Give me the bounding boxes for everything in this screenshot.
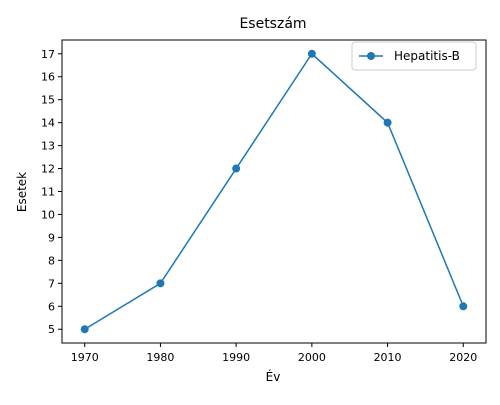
data-point — [156, 279, 165, 288]
plot-axes — [61, 39, 487, 344]
data-point — [80, 325, 89, 334]
y-tick-label: 9 — [48, 231, 55, 244]
y-tick-label: 15 — [41, 94, 55, 107]
y-axis-label: Esetek — [15, 172, 29, 212]
data-point — [307, 49, 316, 58]
x-tick-label: 1990 — [222, 351, 250, 364]
y-tick-label: 5 — [48, 323, 55, 336]
y-tick-label: 8 — [48, 254, 55, 267]
y-tick-label: 17 — [41, 48, 55, 61]
y-tick-label: 16 — [41, 71, 55, 84]
chart-title: Esetszám — [239, 16, 306, 32]
data-point — [459, 302, 468, 311]
legend-box — [351, 41, 477, 71]
data-point — [232, 164, 241, 173]
series-line — [84, 52, 464, 330]
y-tick-label: 7 — [48, 277, 55, 290]
legend-marker — [367, 52, 375, 60]
x-axis-ticks: 1970 1980 1990 2000 2010 2020 — [71, 343, 477, 364]
y-tick-label: 14 — [41, 117, 55, 130]
plot-frame — [61, 39, 487, 344]
x-tick-label: 2010 — [374, 351, 402, 364]
y-tick-label: 11 — [41, 186, 55, 199]
x-tick-label: 1980 — [146, 351, 174, 364]
y-tick-label: 10 — [41, 208, 55, 221]
y-tick-label: 13 — [41, 140, 55, 153]
data-point — [383, 118, 392, 127]
x-tick-label: 2020 — [449, 351, 477, 364]
legend-label: Hepatitis-B — [394, 49, 460, 63]
y-axis-ticks: 5 6 7 8 9 10 11 12 13 14 15 16 17 — [41, 48, 62, 336]
y-tick-label: 6 — [48, 300, 55, 313]
x-tick-label: 2000 — [298, 351, 326, 364]
x-tick-label: 1970 — [71, 351, 99, 364]
series-layer — [80, 49, 468, 334]
legend: Hepatitis-B — [351, 41, 477, 71]
x-axis-label: Év — [266, 369, 281, 384]
y-tick-label: 12 — [41, 163, 55, 176]
